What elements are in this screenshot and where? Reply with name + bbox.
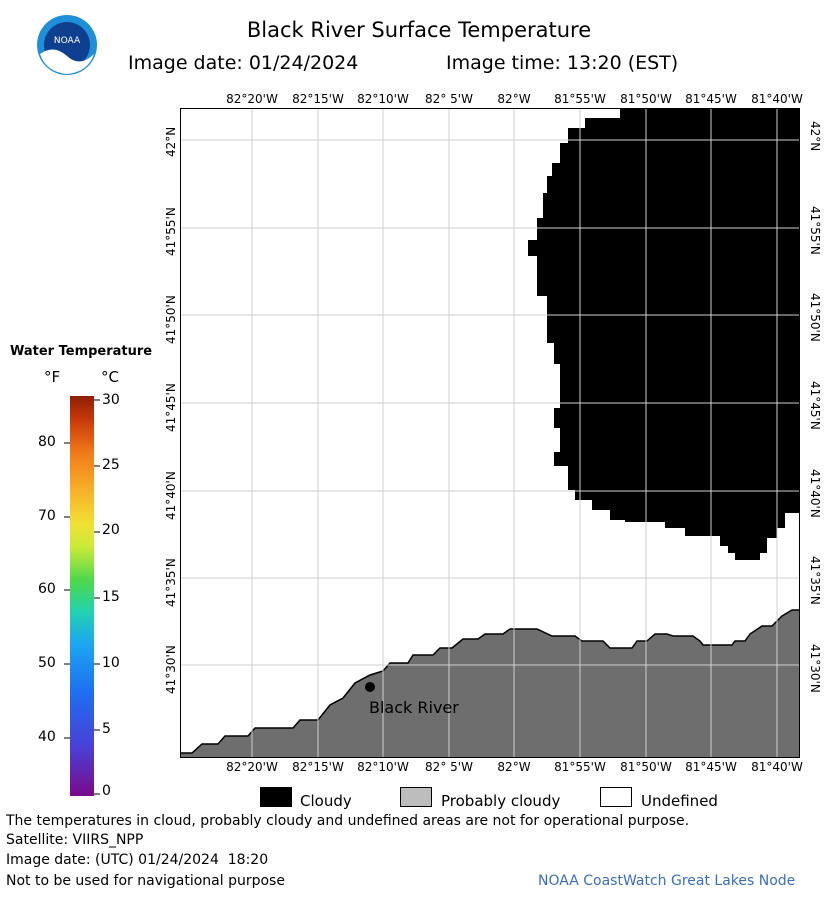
temperature-color-bar (70, 396, 94, 796)
lat-label: 42°N (808, 121, 822, 152)
utc-date: Image date: (UTC) 01/24/2024 18:20 (6, 852, 269, 868)
probably-cloudy-swatch (400, 787, 432, 807)
cloudy-swatch (260, 787, 292, 807)
image-date: Image date: 01/24/2024 (128, 52, 359, 74)
lat-label: 41°45'N (164, 383, 178, 432)
f-tick: 60 (38, 581, 56, 597)
lon-label: 82° 5'W (425, 760, 473, 774)
svg-text:NOAA: NOAA (54, 36, 81, 46)
c-tick: 10 (102, 655, 120, 671)
f-tick: 50 (38, 655, 56, 671)
place-label-black-river: Black River (369, 698, 459, 717)
lon-label: 82°20'W (226, 92, 278, 106)
lat-label: 41°55'N (164, 207, 178, 256)
lon-label: 82° 5'W (425, 92, 473, 106)
lon-label: 81°40'W (751, 760, 803, 774)
lat-label: 41°30'N (808, 644, 822, 693)
lon-label: 82°10'W (357, 760, 409, 774)
lon-label: 82°20'W (226, 760, 278, 774)
black-river-marker (365, 682, 375, 692)
lat-label: 41°35'N (808, 556, 822, 605)
c-tick: 25 (102, 457, 120, 473)
c-tick: 5 (102, 721, 111, 737)
map-title: Black River Surface Temperature (246, 18, 592, 42)
lat-label: 41°50'N (164, 295, 178, 344)
lat-label: 42°N (164, 126, 178, 157)
lat-label: 41°30'N (164, 645, 178, 694)
lon-label: 82°15'W (292, 92, 344, 106)
map-grid (180, 108, 800, 758)
lon-label: 81°40'W (751, 92, 803, 106)
color-scale-title: Water Temperature (10, 344, 153, 359)
c-tick: 20 (102, 522, 120, 538)
f-tick: 80 (38, 434, 56, 450)
credit-link[interactable]: NOAA CoastWatch Great Lakes Node (538, 873, 796, 889)
navigation-warning: Not to be used for navigational purpose (6, 873, 285, 889)
unit-c: °C (101, 368, 119, 386)
lat-label: 41°50'N (808, 293, 822, 342)
lon-label: 81°45'W (685, 92, 737, 106)
cloudy-label: Cloudy (300, 792, 352, 810)
f-tick: 70 (38, 508, 56, 524)
lon-label: 81°45'W (685, 760, 737, 774)
land-mask (180, 609, 800, 758)
lat-label: 41°45'N (808, 381, 822, 430)
lat-label: 41°55'N (808, 206, 822, 255)
c-tick: 0 (102, 783, 111, 799)
lon-label: 81°55'W (554, 760, 606, 774)
lon-label: 81°50'W (620, 760, 672, 774)
f-tick: 40 (38, 729, 56, 745)
lon-label: 82°W (497, 760, 531, 774)
image-time: Image time: 13:20 (EST) (446, 52, 679, 74)
unit-f: °F (44, 368, 61, 386)
noaa-logo-icon: NOAA (37, 15, 97, 75)
lat-label: 41°35'N (164, 558, 178, 607)
disclaimer: The temperatures in cloud, probably clou… (6, 813, 690, 829)
cloud-mask (528, 108, 800, 560)
lon-label: 82°15'W (292, 760, 344, 774)
undefined-label: Undefined (641, 792, 718, 810)
undefined-swatch (600, 787, 632, 807)
color-scale-ticks (64, 399, 100, 795)
satellite-info: Satellite: VIIRS_NPP (6, 832, 144, 848)
c-tick: 30 (102, 392, 120, 408)
lat-label: 41°40'N (164, 471, 178, 520)
c-tick: 15 (102, 589, 120, 605)
map-panel (180, 108, 800, 758)
lon-label: 81°55'W (554, 92, 606, 106)
lat-label: 41°40'N (808, 469, 822, 518)
lon-label: 81°50'W (620, 92, 672, 106)
probably-cloudy-label: Probably cloudy (441, 792, 561, 810)
lon-label: 82°W (497, 92, 531, 106)
lon-label: 82°10'W (357, 92, 409, 106)
